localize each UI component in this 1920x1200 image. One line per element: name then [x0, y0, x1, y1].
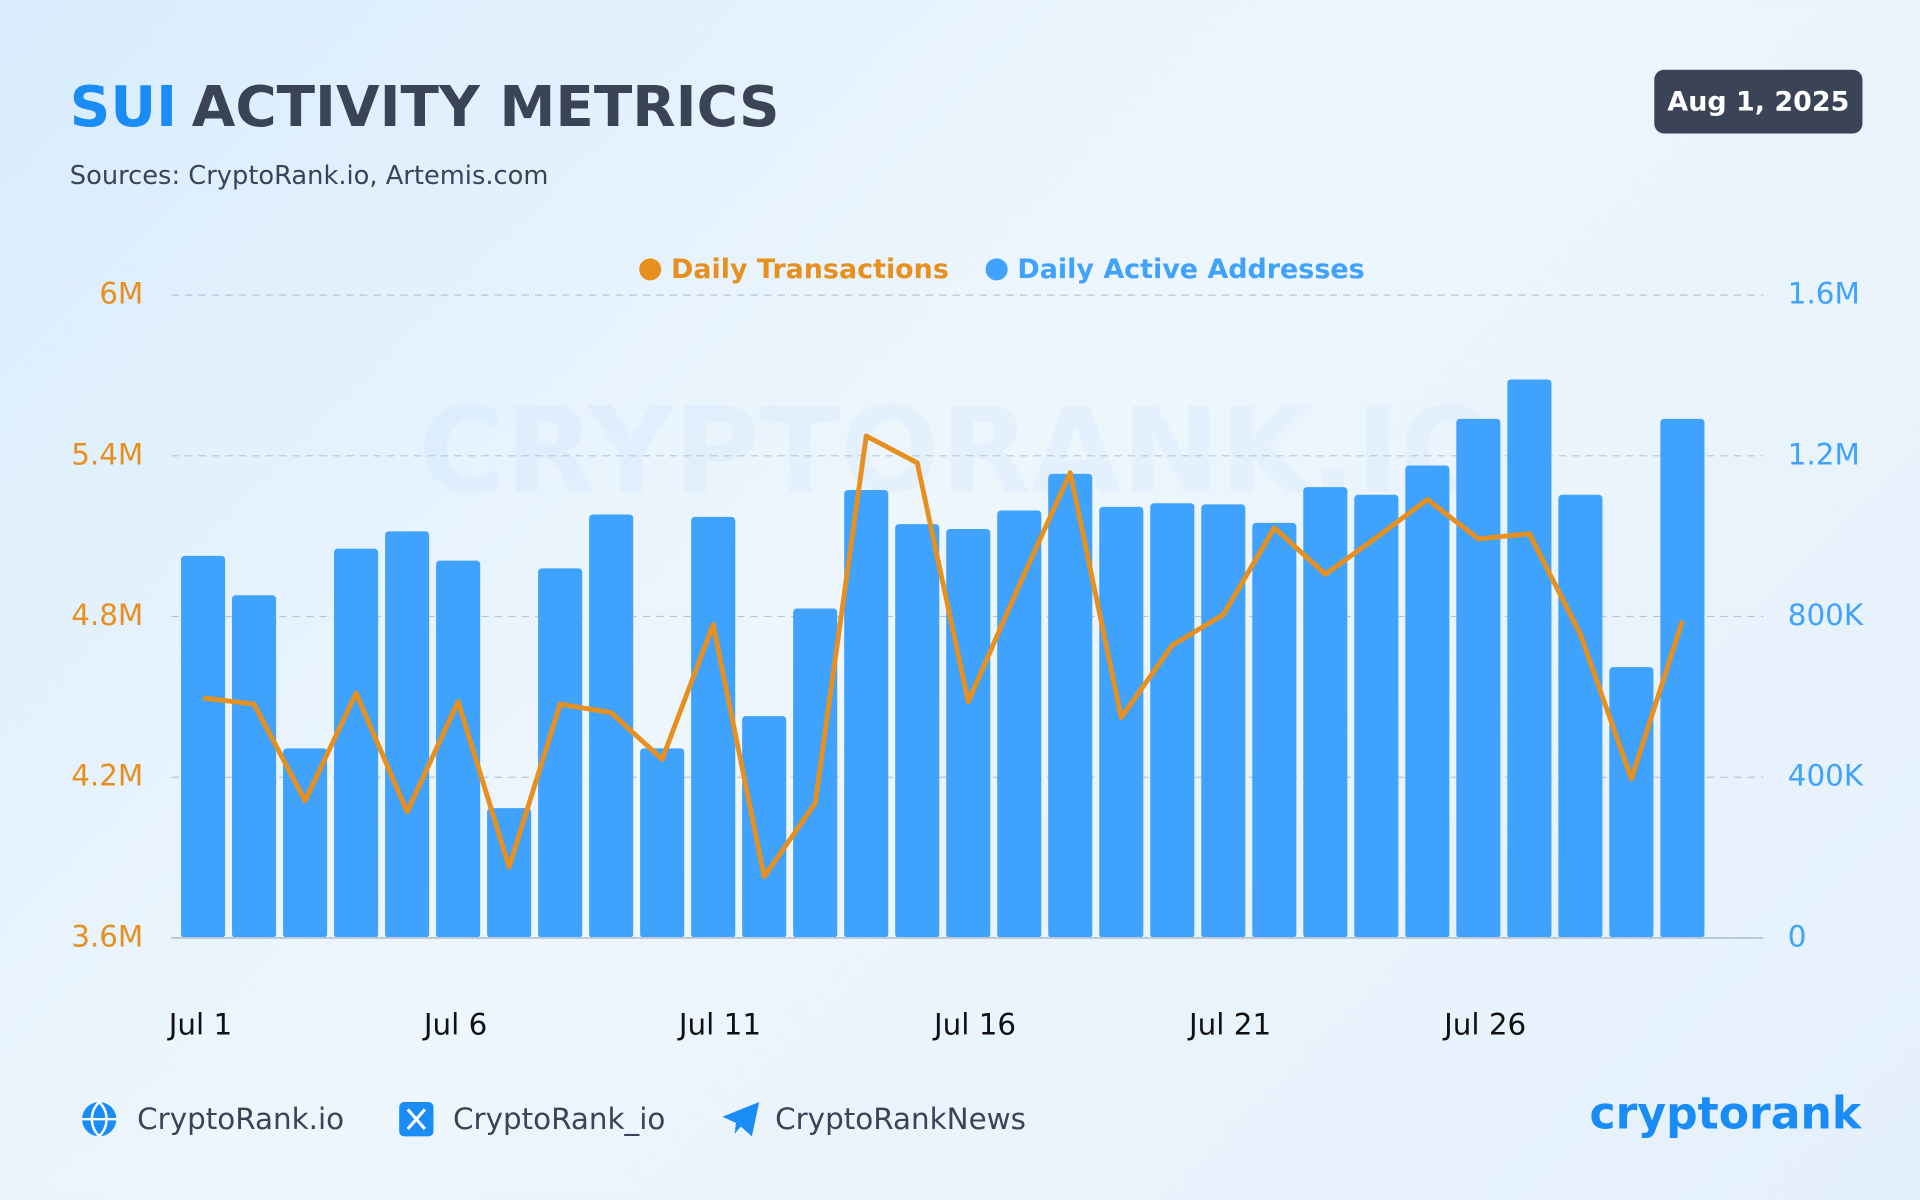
logo[interactable]: cryptorank	[1590, 1089, 1863, 1140]
bar	[385, 531, 430, 938]
title-highlight: SUI	[70, 75, 177, 140]
footer-link[interactable]: CryptoRank_io	[453, 1102, 665, 1136]
bar	[1456, 418, 1501, 938]
y-tick-label: 5.4M	[71, 437, 143, 471]
bar	[1354, 494, 1399, 938]
bar	[742, 716, 787, 938]
y2-tick-label: 800K	[1788, 598, 1864, 632]
y-tick-label: 6M	[99, 277, 143, 311]
line	[202, 433, 1685, 880]
legend-swatch	[639, 258, 662, 281]
bar	[997, 510, 1042, 938]
x-tick-label: Jul 1	[167, 1008, 232, 1042]
x-glyph	[406, 1108, 427, 1130]
bar	[793, 608, 838, 938]
y-tick-label: 4.2M	[71, 759, 143, 793]
x-tick-label: Jul 16	[932, 1008, 1016, 1042]
bar	[1507, 379, 1552, 938]
plot: 3.6M 4.2M 4.8M 5.4M 6M 0 400K 800K 1.2M 1.6M Jul 1…	[71, 254, 1864, 1042]
legend-label: Daily Transactions	[671, 254, 949, 285]
bar	[895, 524, 940, 938]
footer-link[interactable]: CryptoRankNews	[775, 1102, 1026, 1136]
bar	[1303, 487, 1348, 938]
bar	[1558, 494, 1603, 938]
chart-title: SUI ACTIVITY METRICS	[70, 75, 780, 140]
bar	[181, 555, 226, 938]
bar	[1660, 418, 1705, 938]
date: Aug 1, 2025	[1667, 86, 1849, 117]
bar	[691, 516, 736, 938]
bar	[1201, 504, 1246, 938]
y2-tick-label: 1.6M	[1788, 277, 1860, 311]
bar	[1405, 465, 1450, 938]
x-tick-label: Jul 21	[1187, 1008, 1271, 1042]
title-text: ACTIVITY METRICS	[192, 75, 780, 140]
bar	[283, 748, 328, 938]
bar	[1048, 473, 1093, 938]
subtitle: Sources: CryptoRank.io, Artemis.com	[70, 161, 549, 191]
x-tick-label: Jul 6	[422, 1008, 487, 1042]
legend-swatch	[985, 258, 1008, 281]
y2-tick-label: 0	[1788, 919, 1807, 953]
bar	[232, 595, 277, 938]
bar	[334, 548, 379, 938]
bar	[589, 514, 634, 938]
y2-tick-label: 400K	[1788, 759, 1864, 793]
bar	[538, 568, 583, 938]
bar	[1609, 667, 1654, 938]
y2-tick-label: 1.2M	[1788, 437, 1860, 471]
bar	[1099, 506, 1144, 938]
bar	[1150, 503, 1195, 938]
bar	[946, 528, 991, 938]
bar	[844, 489, 889, 938]
y-tick-label: 4.8M	[71, 598, 143, 632]
footer: CryptoRank.io CryptoRank_io CryptoRankNe…	[82, 1089, 1863, 1140]
bar	[640, 748, 685, 938]
bar	[487, 808, 532, 938]
bar	[436, 560, 481, 938]
footer-link[interactable]: CryptoRank.io	[137, 1102, 344, 1136]
date-badge	[1654, 69, 1863, 134]
legend-label: Daily Active Addresses	[1017, 254, 1364, 285]
x-tick-label: Jul 11	[677, 1008, 761, 1042]
bar	[1252, 522, 1297, 938]
telegram-icon	[722, 1102, 760, 1137]
globe-lines	[82, 1101, 117, 1138]
y-tick-label: 3.6M	[71, 919, 143, 953]
x-tick-label: Jul 26	[1442, 1008, 1526, 1042]
